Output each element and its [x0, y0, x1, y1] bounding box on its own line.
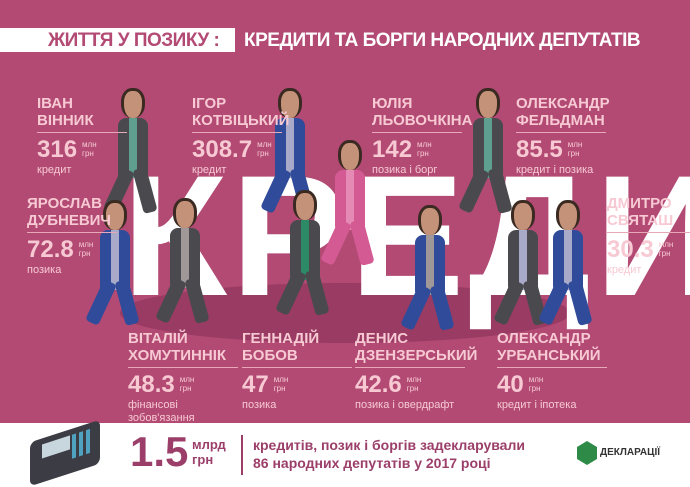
- divider: [241, 435, 243, 475]
- title-highlight: ЖИТТЯ У ПОЗИКУ :: [48, 30, 220, 51]
- deputy-name: Юлія Льовочкіна: [372, 95, 472, 133]
- face-photo: [418, 205, 442, 235]
- deputy-debt-type: кредит: [607, 264, 642, 276]
- deputy-debt-type: кредит: [37, 164, 72, 176]
- footer-text-line2: 86 народних депутатів у 2017 році: [253, 455, 491, 471]
- deputy-amount: 316: [37, 136, 78, 163]
- deputy-card: Віталій Хомутиннік 48.3 млн грн фінансові…: [128, 330, 238, 423]
- deputy-amount: 308.7: [192, 136, 253, 163]
- deputy-unit: млн грн: [82, 140, 97, 158]
- footer: 1.5 млрд грн кредитів, позик і боргів за…: [0, 419, 690, 487]
- deputy-amount: 48.3: [128, 371, 175, 398]
- face-photo: [476, 88, 500, 118]
- deputy-name: Віталій Хомутиннік: [128, 330, 238, 368]
- deputy-unit: млн грн: [417, 140, 432, 158]
- deputy-debt-type: позика: [27, 264, 62, 276]
- deputy-card: Денис Дзензерський 42.6 млн грн позика і …: [355, 330, 477, 412]
- deputy-name: Денис Дзензерський: [355, 330, 477, 368]
- deputy-amount: 42.6: [355, 371, 402, 398]
- face-photo: [293, 190, 317, 220]
- deputy-debt-type: кредит і позика: [516, 164, 594, 176]
- deputy-unit: млн грн: [78, 240, 94, 258]
- deputy-name: Іван Вінник: [37, 95, 127, 133]
- deputy-name: Олександр Фельдман: [516, 95, 610, 133]
- face-photo: [173, 198, 197, 228]
- deputy-unit: млн грн: [528, 375, 544, 393]
- deputy-card: Ярослав Дубневич 72.8 млн грн позика: [27, 195, 127, 277]
- deputy-amount: 40: [497, 371, 524, 398]
- background-word: КРЕДИТ: [122, 140, 690, 332]
- deputy-debt-type: позика і борг: [372, 164, 438, 176]
- card-terminal-icon: [30, 419, 100, 487]
- deputy-name: Олександр Урбанський: [497, 330, 607, 368]
- deputy-debt-type: фінансові зобов'язання: [128, 399, 195, 423]
- deputy-card: Геннадій Бобов 47 млн грн позика: [242, 330, 352, 412]
- deputy-unit: млн грн: [658, 240, 674, 258]
- infographic: ЖИТТЯ У ПОЗИКУ : КРЕДИТИ ТА БОРГИ НАРОДН…: [0, 0, 690, 423]
- total-unit: млрд грн: [192, 437, 226, 467]
- deputy-unit: млн грн: [273, 375, 289, 393]
- deputy-name: Геннадій Бобов: [242, 330, 352, 368]
- face-photo: [511, 200, 535, 230]
- deputy-card: Ігор Котвіцький 308.7 млн грн кредит: [192, 95, 292, 177]
- footer-text: кредитів, позик і боргів задекларували 8…: [253, 436, 525, 472]
- deputy-debt-type: позика: [242, 399, 277, 411]
- deputy-debt-type: кредит і іпотека: [497, 399, 577, 411]
- deputy-amount: 30.3: [607, 236, 654, 263]
- deputy-unit: млн грн: [257, 140, 272, 158]
- title: КРЕДИТИ ТА БОРГИ НАРОДНИХ ДЕПУТАТІВ: [244, 30, 641, 51]
- face-photo: [278, 88, 302, 118]
- face-photo: [103, 200, 127, 230]
- total-value: 1.5: [130, 428, 189, 475]
- deputy-name: Ярослав Дубневич: [27, 195, 117, 233]
- face-photo: [121, 88, 145, 118]
- deputy-amount: 72.8: [27, 236, 74, 263]
- deputy-card: Дмитро Святаш 30.3 млн грн кредит: [607, 195, 690, 277]
- deputy-debt-type: кредит: [192, 164, 227, 176]
- deputy-name: Дмитро Святаш: [607, 195, 690, 233]
- deputy-name: Ігор Котвіцький: [192, 95, 289, 133]
- face-photo: [338, 140, 362, 170]
- deputy-debt-type: позика і овердрафт: [355, 399, 455, 411]
- deputy-unit: млн грн: [567, 140, 583, 158]
- deputy-card: Олександр Урбанський 40 млн грн кредит і …: [497, 330, 607, 412]
- logo-text: ДЕКЛАРАЦІЇ: [600, 447, 660, 458]
- leg: [85, 279, 117, 326]
- deputy-amount: 47: [242, 371, 269, 398]
- trident-logo-icon: [577, 441, 597, 465]
- deputy-amount: 142: [372, 136, 413, 163]
- deputy-card: Олександр Фельдман 85.5 млн грн кредит і …: [516, 95, 616, 177]
- face-photo: [556, 200, 580, 230]
- deputy-card: Іван Вінник 316 млн грн кредит: [37, 95, 137, 177]
- deputy-card: Юлія Льовочкіна 142 млн грн позика і борг: [372, 95, 472, 177]
- footer-text-line1: кредитів, позик і боргів задекларували: [253, 437, 525, 453]
- deputy-unit: млн грн: [406, 375, 422, 393]
- title-bar: [0, 28, 235, 52]
- deputy-amount: 85.5: [516, 136, 563, 163]
- deputy-unit: млн грн: [179, 375, 195, 393]
